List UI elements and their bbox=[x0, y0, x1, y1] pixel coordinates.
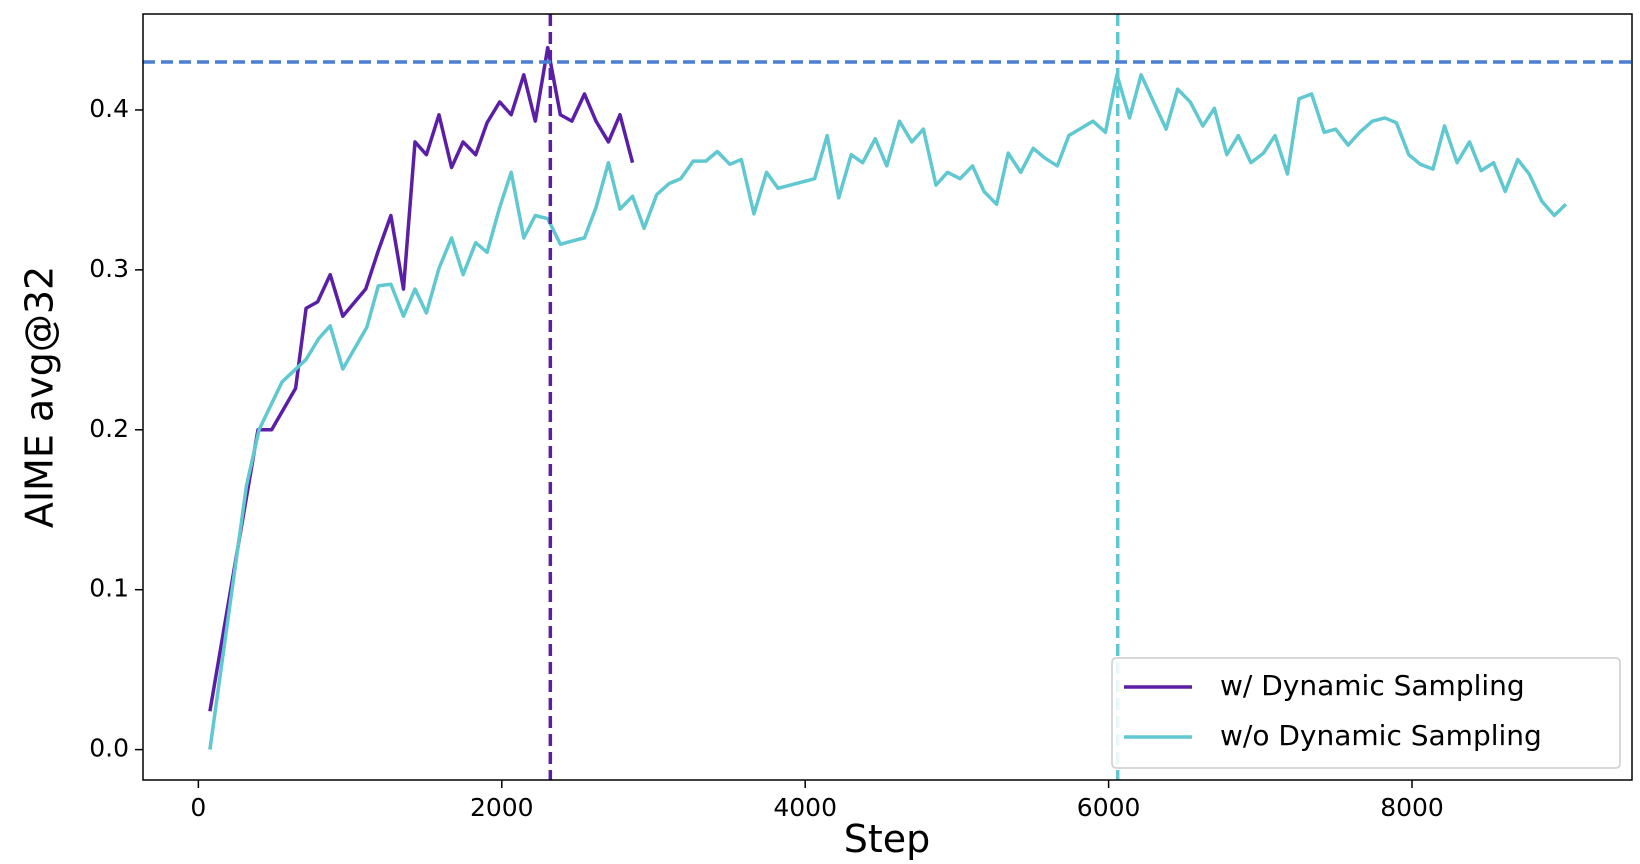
series-line bbox=[208, 45, 635, 712]
x-tick-label: 0 bbox=[190, 793, 206, 822]
x-tick-label: 8000 bbox=[1380, 793, 1444, 822]
legend-label: w/o Dynamic Sampling bbox=[1220, 719, 1542, 752]
series-line bbox=[208, 73, 1568, 750]
y-tick-label: 0.2 bbox=[89, 414, 129, 443]
y-tick-label: 0.3 bbox=[89, 254, 129, 283]
y-tick-label: 0.1 bbox=[89, 574, 129, 603]
legend-box bbox=[1111, 657, 1621, 769]
y-axis-label: AIME avg@32 bbox=[18, 266, 62, 528]
y-tick-label: 0.0 bbox=[89, 734, 129, 763]
x-tick-label: 4000 bbox=[773, 793, 837, 822]
plot-frame bbox=[142, 13, 1633, 781]
y-tick-label: 0.4 bbox=[89, 94, 129, 123]
x-tick-label: 6000 bbox=[1077, 793, 1141, 822]
x-axis-label: Step bbox=[844, 817, 931, 861]
legend-label: w/ Dynamic Sampling bbox=[1220, 669, 1525, 702]
x-tick-label: 2000 bbox=[470, 793, 534, 822]
plot bbox=[143, 14, 1632, 780]
